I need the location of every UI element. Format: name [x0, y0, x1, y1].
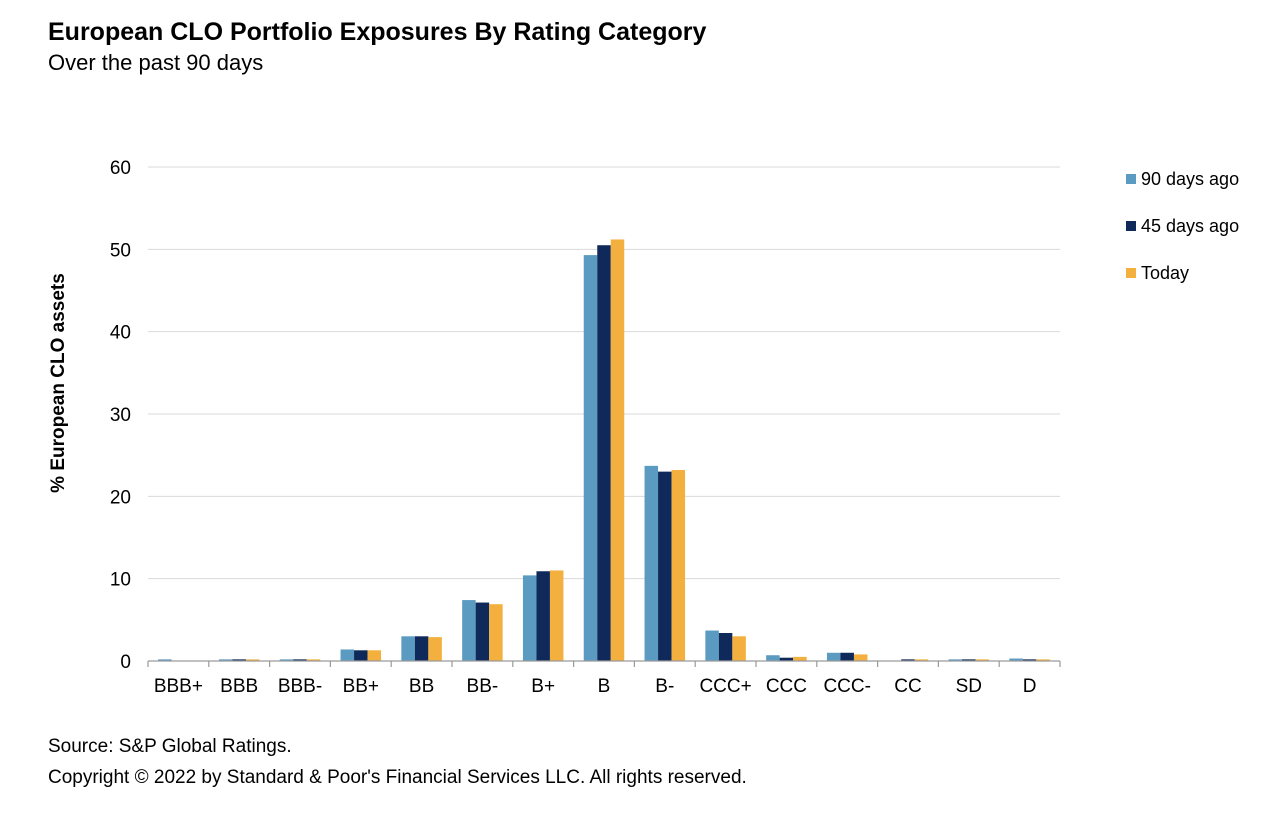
y-tick-label: 30 [110, 405, 131, 426]
bar [428, 637, 442, 661]
bar [610, 239, 625, 661]
bar [826, 652, 841, 661]
y-axis-ticks: 0 10 20 30 40 50 60 [110, 158, 131, 673]
legend-label: 90 days ago [1141, 169, 1239, 189]
bar [367, 650, 382, 661]
legend-label: Today [1141, 263, 1189, 283]
bar [975, 659, 990, 661]
x-tick-label: BBB- [278, 676, 322, 697]
chart-title: European CLO Portfolio Exposures By Rati… [48, 18, 707, 46]
bar [1022, 659, 1037, 661]
legend-swatch [1126, 221, 1136, 231]
y-tick-label: 10 [110, 570, 131, 591]
bar [779, 657, 794, 661]
bar [644, 465, 659, 661]
bar [671, 469, 686, 661]
y-tick-label: 20 [110, 487, 131, 508]
bar [1036, 659, 1050, 661]
bar [948, 659, 963, 661]
x-axis: BBB+ BBB BBB- BB+ BB BB- B+ B B- CCC+ CCC CCC- CC SD D [147, 660, 1061, 697]
y-tick-label: 40 [110, 323, 131, 344]
x-tick-label: B [598, 676, 611, 697]
y-tick-label: 0 [120, 652, 131, 673]
x-tick-label: BB [409, 676, 434, 697]
bar [549, 570, 564, 661]
x-tick-label: BBB+ [154, 676, 203, 697]
legend: 90 days ago 45 days ago Today [1126, 169, 1239, 283]
x-tick-label: SD [956, 676, 982, 697]
bar [340, 649, 355, 661]
bars [158, 239, 1050, 661]
bar [462, 600, 476, 661]
y-tick-label: 50 [110, 240, 131, 261]
legend-swatch [1126, 268, 1136, 278]
bar [279, 659, 294, 661]
y-axis-label: % European CLO assets [48, 273, 69, 493]
bar [583, 255, 598, 661]
bar [232, 659, 246, 661]
source-note: Source: S&P Global Ratings. [48, 736, 292, 757]
bar [522, 575, 537, 661]
x-tick-label: CCC [766, 676, 807, 697]
bar [306, 659, 321, 661]
bar [901, 659, 915, 661]
y-tick-label: 60 [110, 158, 131, 179]
bar [718, 633, 733, 661]
bar [853, 654, 868, 661]
bar [489, 604, 503, 661]
bar [536, 571, 550, 661]
bar [158, 659, 172, 661]
bar [914, 659, 929, 661]
bar [732, 636, 746, 661]
bar [705, 630, 719, 661]
x-tick-label: BBB [220, 676, 258, 697]
bar [597, 245, 611, 661]
bar [962, 659, 976, 661]
bar [293, 659, 307, 661]
x-tick-label: CCC- [823, 676, 871, 697]
bar [658, 471, 672, 661]
chart-subtitle: Over the past 90 days [48, 50, 264, 75]
bar [354, 650, 368, 661]
x-tick-label: BB+ [343, 676, 379, 697]
bar [840, 652, 854, 661]
bar [793, 656, 807, 661]
copyright-note: Copyright © 2022 by Standard & Poor's Fi… [48, 767, 747, 788]
bar [475, 602, 490, 661]
legend-label: 45 days ago [1141, 216, 1239, 236]
x-tick-label: CCC+ [699, 676, 751, 697]
x-tick-label: BB- [467, 676, 499, 697]
bar [766, 655, 780, 661]
bar [1009, 658, 1023, 661]
bar [245, 659, 260, 661]
bar [414, 636, 429, 661]
x-tick-label: CC [894, 676, 921, 697]
bar [218, 659, 233, 661]
x-tick-label: D [1023, 676, 1037, 697]
bar [401, 636, 415, 661]
legend-swatch [1126, 174, 1136, 184]
x-tick-label: B- [655, 676, 674, 697]
x-tick-label: B+ [531, 676, 555, 697]
